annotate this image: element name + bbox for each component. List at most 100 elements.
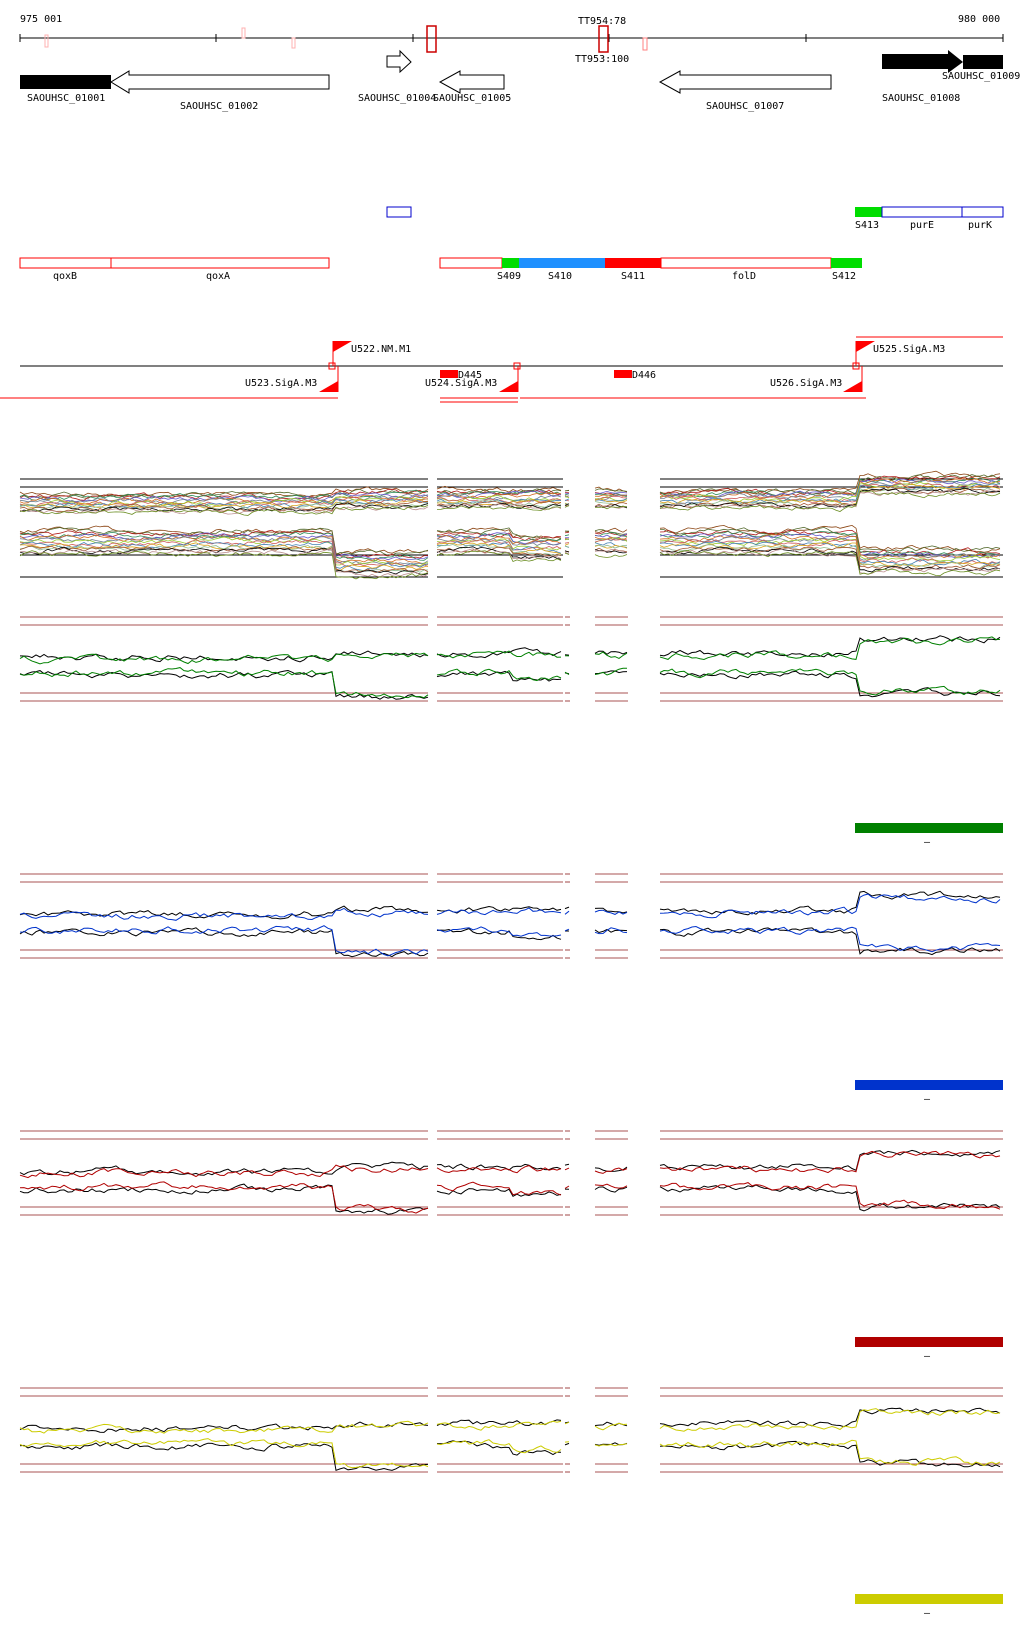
feature-D446[interactable] — [614, 370, 632, 378]
signal-trace — [436, 907, 562, 916]
signal-trace — [564, 489, 570, 492]
signal-trace — [659, 668, 1001, 696]
signal-trace — [594, 651, 628, 659]
blue-segment-purK[interactable] — [961, 206, 1004, 218]
feature-label: U525.SigA.M3 — [873, 344, 945, 355]
signal-trace — [436, 505, 562, 511]
promoter-flag[interactable] — [843, 381, 862, 392]
gene-SAOUHSC_01007[interactable] — [658, 70, 832, 94]
signal-trace — [19, 541, 429, 572]
terminator-label: TT954:78 — [578, 16, 626, 27]
operon-track-blue: S413 purE purK — [386, 206, 1004, 231]
feature-track: U522.NM.M1 U523.SigA.M3 D445 U524.SigA.M… — [0, 336, 1003, 403]
gene-label: SAOUHSC_01007 — [706, 101, 784, 112]
signal-trace — [19, 488, 429, 501]
legend-bar — [855, 1080, 1003, 1090]
signal-trace — [594, 505, 628, 510]
signal-trace — [594, 650, 628, 655]
signal-trace — [436, 670, 562, 682]
signal-trace — [594, 490, 628, 495]
signal-trace — [564, 543, 570, 546]
blue-segment-purE[interactable] — [881, 206, 963, 218]
gene-SAOUHSC_01009[interactable] — [963, 55, 1003, 69]
segment-label: folD — [732, 271, 756, 282]
signal-trace — [436, 537, 562, 546]
blue-segment-S413[interactable] — [855, 207, 882, 217]
feature-D445[interactable] — [440, 370, 458, 378]
signal-trace — [594, 928, 628, 934]
red-segment-qoxA[interactable] — [110, 257, 330, 269]
signal-trace — [564, 531, 570, 534]
signal-trace — [594, 529, 628, 535]
signal-trace — [19, 548, 429, 578]
signal-trace — [436, 928, 562, 941]
signal-trace — [659, 474, 1001, 496]
red-segment-qoxB[interactable] — [19, 257, 112, 269]
promoter-flag[interactable] — [499, 381, 518, 392]
terminator-box[interactable] — [426, 25, 437, 53]
segment-label: S413 — [855, 220, 879, 231]
red-segment-folD[interactable] — [660, 257, 832, 269]
signal-trace — [594, 909, 628, 915]
signal-trace — [19, 502, 429, 512]
signal-trace — [564, 928, 570, 932]
signal-trace — [659, 546, 1001, 572]
gene-SAOUHSC_01005[interactable] — [438, 70, 505, 94]
gene-SAOUHSC_01002[interactable] — [110, 70, 330, 94]
signal-trace — [564, 550, 570, 553]
signal-trace — [594, 548, 628, 553]
coordinate-ruler: 975 001 980 000 — [19, 14, 1004, 51]
red-segment-S412[interactable] — [831, 258, 862, 268]
signal-trace — [659, 541, 1001, 566]
signal-trace — [564, 503, 570, 506]
feature-label: U522.NM.M1 — [351, 344, 411, 355]
signal-trace — [659, 487, 1001, 509]
red-segment-S409[interactable] — [502, 258, 519, 268]
signal-trace — [594, 496, 628, 500]
feature-label: D445 — [458, 370, 482, 381]
signal-trace — [564, 495, 570, 497]
signal-trace — [436, 1419, 562, 1427]
red-segment-S411[interactable] — [605, 258, 661, 268]
signal-trace — [594, 527, 628, 534]
gene-SAOUHSC_01004[interactable] — [386, 49, 412, 74]
tiling-array-multi-panel — [19, 470, 1003, 580]
signal-trace — [19, 503, 429, 515]
promoter-flag[interactable] — [333, 341, 352, 352]
blue-segment[interactable] — [386, 206, 412, 218]
signal-trace — [19, 652, 429, 665]
signal-trace — [594, 927, 628, 935]
promoter-flag[interactable] — [319, 381, 338, 392]
signal-trace — [564, 492, 570, 494]
segment-label: S410 — [548, 271, 572, 282]
signal-trace — [594, 498, 628, 503]
signal-trace — [594, 554, 628, 558]
segment-label: purK — [968, 220, 992, 231]
red-segment-S410[interactable] — [519, 258, 605, 268]
legend: – – – – — [855, 823, 1003, 1619]
terminator-label: TT953:100 — [575, 54, 629, 65]
signal-trace — [19, 905, 429, 920]
signal-trace — [436, 650, 562, 659]
legend-bar — [855, 1594, 1003, 1604]
feature-label: U523.SigA.M3 — [245, 378, 317, 389]
signal-trace — [436, 498, 562, 505]
signal-trace — [659, 1439, 1001, 1467]
signal-trace — [659, 475, 1001, 497]
gene-SAOUHSC_01001[interactable] — [20, 75, 111, 89]
promoter-flag[interactable] — [856, 341, 875, 352]
signal-trace — [659, 1407, 1001, 1428]
signal-trace — [19, 505, 429, 516]
signal-trace — [594, 1443, 628, 1447]
signal-trace — [436, 546, 562, 557]
expression-panel — [19, 1130, 1003, 1216]
terminator-box[interactable] — [598, 25, 609, 53]
signal-trace — [659, 530, 1001, 558]
gene-SAOUHSC_01008[interactable] — [882, 50, 963, 73]
red-segment-left[interactable] — [439, 257, 503, 269]
signal-trace — [19, 1181, 429, 1214]
signal-trace — [659, 479, 1001, 502]
signal-trace — [594, 907, 628, 914]
signal-trace — [436, 1188, 562, 1197]
signal-trace — [659, 1440, 1001, 1468]
